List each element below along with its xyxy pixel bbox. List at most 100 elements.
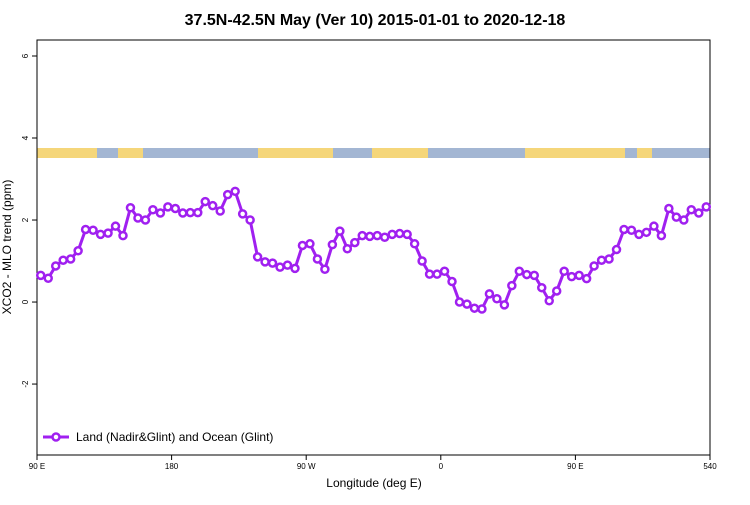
point <box>335 226 345 236</box>
y-tick-label: 0 <box>21 299 30 304</box>
point <box>327 239 338 250</box>
x-tick-label: 90 W <box>297 462 316 471</box>
point <box>447 276 457 287</box>
point <box>671 212 682 222</box>
point <box>35 270 46 281</box>
point <box>163 202 173 212</box>
point <box>297 240 308 251</box>
point <box>185 207 196 218</box>
legend-label: Land (Nadir&Glint) and Ocean (Glint) <box>76 430 273 444</box>
point <box>529 270 540 281</box>
point <box>492 294 502 304</box>
y-axis-label: XCO2 - MLO trend (ppm) <box>0 180 14 315</box>
point <box>282 260 293 270</box>
point <box>514 266 525 277</box>
y-tick-label: 6 <box>21 53 30 58</box>
point <box>551 286 562 296</box>
land-ocean-strip <box>37 148 710 158</box>
point <box>409 239 420 249</box>
point <box>342 243 353 254</box>
point <box>379 232 390 242</box>
point <box>537 282 547 293</box>
point <box>50 261 61 271</box>
point <box>432 269 442 279</box>
y-tick-label: 4 <box>21 135 30 140</box>
point <box>103 228 113 238</box>
point <box>207 200 218 211</box>
point <box>290 263 300 274</box>
point <box>155 208 166 218</box>
point <box>469 303 480 313</box>
point <box>694 208 704 218</box>
point <box>350 237 360 248</box>
point <box>402 229 412 240</box>
point <box>245 215 255 225</box>
point <box>387 229 397 240</box>
x-tick-label: 0 <box>439 462 444 471</box>
point <box>275 262 285 272</box>
point <box>566 271 577 282</box>
point <box>365 231 375 242</box>
point <box>170 203 181 214</box>
point <box>559 266 569 277</box>
point <box>222 189 233 200</box>
point <box>125 202 136 213</box>
x-axis-label: Longitude (deg E) <box>326 476 421 490</box>
point <box>574 270 584 281</box>
point <box>305 239 315 249</box>
x-tick-label: 90 E <box>29 462 45 471</box>
point <box>394 228 405 239</box>
y-tick-label: 2 <box>21 217 30 222</box>
point <box>118 230 128 241</box>
point <box>252 252 263 262</box>
point <box>499 300 510 310</box>
point <box>634 229 644 240</box>
point <box>641 227 652 238</box>
point <box>462 299 472 309</box>
chart-title: 37.5N-42.5N May (Ver 10) 2015-01-01 to 2… <box>185 12 566 29</box>
point <box>439 266 450 277</box>
point <box>140 215 151 225</box>
point <box>58 255 68 265</box>
point <box>581 273 592 284</box>
point <box>357 230 368 241</box>
point <box>43 273 53 284</box>
point <box>507 280 517 291</box>
point <box>215 206 225 216</box>
y-tick-label: -2 <box>21 380 30 388</box>
point <box>619 224 629 235</box>
legend-marker <box>51 432 61 442</box>
point <box>656 230 667 241</box>
point <box>65 254 76 264</box>
point <box>626 225 637 236</box>
x-tick-label: 90 E <box>567 462 583 471</box>
point <box>133 213 143 223</box>
point <box>604 254 614 264</box>
point <box>424 269 435 279</box>
point <box>320 264 330 274</box>
point <box>477 304 487 314</box>
plot-frame <box>36 39 711 456</box>
point <box>417 256 427 266</box>
point <box>230 186 240 197</box>
series-line <box>40 189 708 311</box>
x-tick-label: 540 <box>703 462 717 471</box>
point <box>679 215 689 225</box>
point <box>178 208 188 218</box>
point <box>73 246 83 256</box>
point <box>454 297 465 307</box>
point <box>649 221 659 231</box>
point <box>95 229 106 240</box>
point <box>260 257 270 267</box>
point <box>267 258 278 268</box>
point <box>200 196 210 207</box>
point <box>522 269 532 280</box>
x-tick-label: 180 <box>165 462 179 471</box>
point <box>589 261 599 271</box>
point <box>701 202 712 212</box>
point <box>484 289 495 299</box>
point <box>237 209 248 219</box>
point <box>611 244 622 255</box>
point <box>110 221 121 231</box>
